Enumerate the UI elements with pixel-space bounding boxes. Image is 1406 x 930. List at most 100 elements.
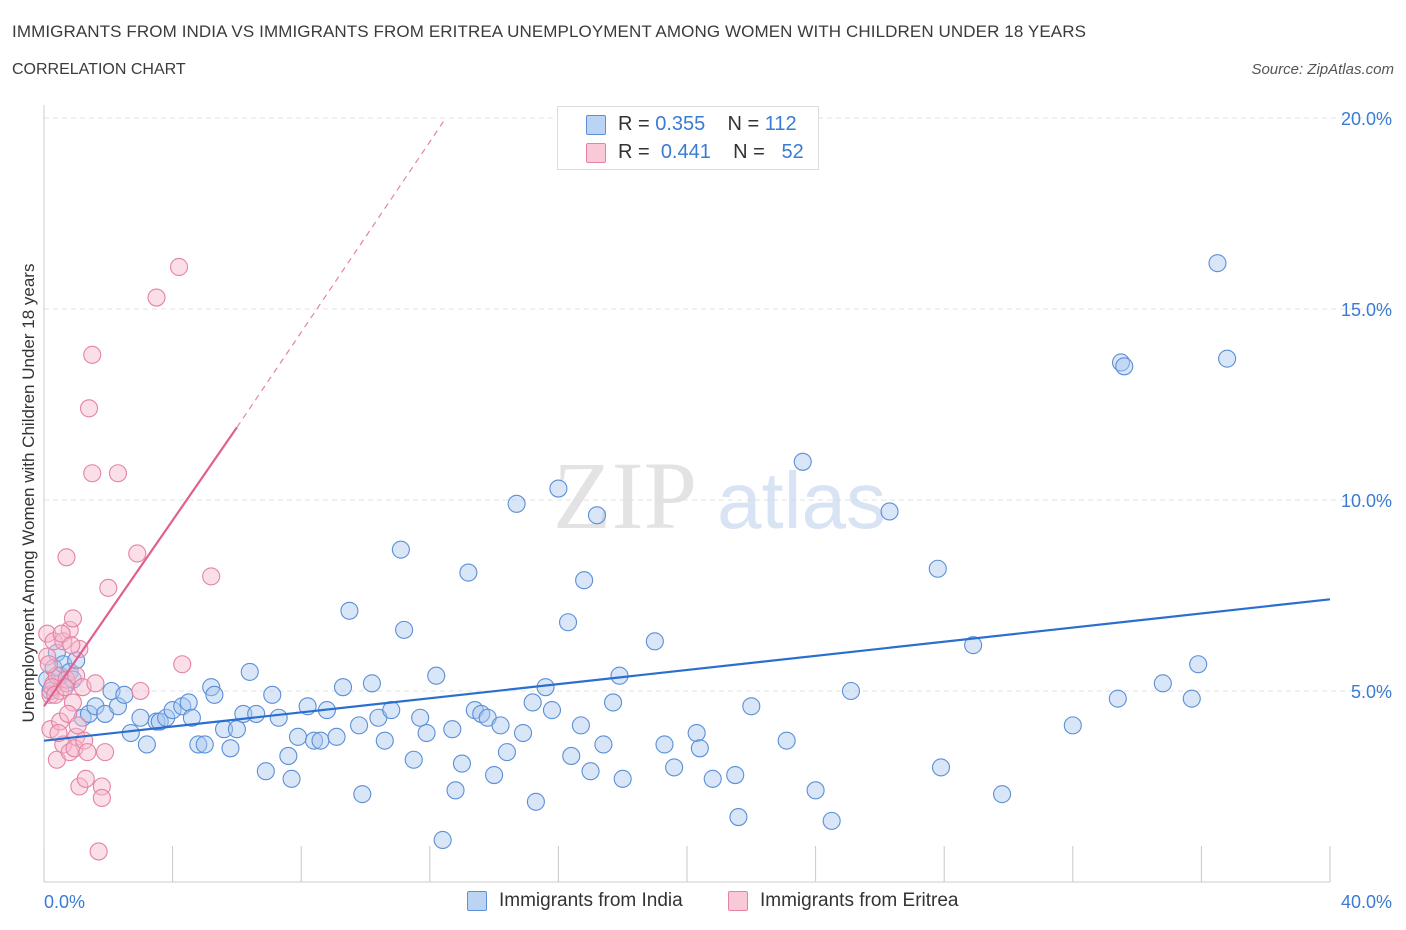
- india-point: [729, 808, 748, 827]
- india-point: [726, 765, 745, 785]
- india-point: [1182, 689, 1201, 708]
- y-tick-label: 5.0%: [1351, 682, 1392, 702]
- india-point: [452, 754, 472, 773]
- india-point: [189, 735, 208, 754]
- india-point: [485, 765, 504, 785]
- india-point: [1218, 349, 1237, 368]
- eritrea-point: [202, 567, 221, 586]
- x-tick-label-max: 40.0%: [1341, 892, 1392, 912]
- india-point: [79, 704, 99, 723]
- eritrea-point: [78, 743, 97, 762]
- axes: [43, 105, 1331, 883]
- india-point: [163, 701, 182, 720]
- x-tick-label-min: 0.0%: [44, 892, 85, 912]
- india-point: [353, 785, 372, 804]
- india-point: [279, 746, 298, 765]
- india-point: [964, 636, 983, 655]
- india-point: [459, 563, 478, 582]
- bottom-legend-swatch-eritrea: [728, 891, 748, 911]
- eritrea-point: [173, 655, 192, 674]
- eritrea-point: [57, 548, 76, 567]
- india-point: [446, 781, 465, 800]
- india-point: [575, 571, 594, 590]
- bottom-legend-swatch-india: [467, 891, 487, 911]
- india-point: [350, 716, 369, 735]
- india-point: [931, 758, 951, 777]
- india-point: [247, 704, 266, 723]
- india-point: [1108, 689, 1127, 708]
- india-point: [1189, 655, 1208, 674]
- india-point: [86, 697, 105, 716]
- india-point: [240, 662, 259, 681]
- india-point: [375, 731, 394, 750]
- series-india-points: [38, 254, 1237, 850]
- india-point: [822, 811, 841, 830]
- bottom-legend-india-label: Immigrants from India: [499, 890, 683, 911]
- eritrea-point: [63, 609, 82, 628]
- india-point: [263, 685, 282, 704]
- india-point: [523, 693, 542, 712]
- india-point: [404, 750, 423, 769]
- eritrea-point: [57, 670, 76, 689]
- india-point: [433, 830, 452, 850]
- india-point: [703, 769, 722, 788]
- eritrea-point: [96, 743, 115, 762]
- india-point: [427, 666, 446, 685]
- india-point: [108, 697, 127, 716]
- eritrea-trend-line: [43, 426, 238, 707]
- india-point: [558, 613, 578, 632]
- source-credit: Source: ZipAtlas.com: [1251, 61, 1394, 78]
- eritrea-point: [62, 636, 81, 655]
- eritrea-point: [38, 624, 57, 643]
- india-point: [333, 678, 353, 697]
- chart-title: IMMIGRANTS FROM INDIA VS IMMIGRANTS FROM…: [12, 22, 1087, 41]
- india-point: [1208, 254, 1227, 273]
- india-point: [340, 601, 359, 620]
- watermark-zip: ZIP: [553, 442, 697, 549]
- india-point: [1153, 674, 1172, 693]
- india-point: [806, 781, 825, 800]
- india-point: [581, 762, 600, 781]
- india-point: [362, 674, 381, 693]
- eritrea-point: [86, 674, 105, 693]
- india-trend-line: [43, 598, 1331, 742]
- india-point: [282, 769, 301, 788]
- y-tick-label: 20.0%: [1341, 109, 1392, 129]
- india-point: [269, 708, 288, 727]
- legend-swatch-india: [586, 115, 606, 135]
- eritrea-point: [83, 345, 102, 364]
- india-point: [526, 792, 545, 811]
- watermark: ZIP atlas: [553, 442, 886, 549]
- eritrea-point: [99, 578, 118, 597]
- tick-labels: 5.0% 10.0% 15.0% 20.0% 0.0% 40.0%: [44, 109, 1392, 912]
- india-point: [549, 479, 568, 498]
- india-point: [562, 746, 581, 765]
- india-point: [587, 506, 607, 525]
- eritrea-point: [79, 399, 99, 418]
- india-point: [613, 769, 632, 788]
- legend-swatch-eritrea: [586, 143, 606, 163]
- india-point: [131, 708, 150, 727]
- legend-eritrea-n-value: 52: [781, 141, 804, 163]
- india-point: [227, 720, 246, 739]
- india-point: [655, 735, 674, 754]
- y-tick-label: 10.0%: [1341, 491, 1392, 511]
- eritrea-point: [89, 842, 108, 861]
- legend-eritrea-r-value: 0.441: [660, 141, 711, 163]
- y-axis-label: Unemployment Among Women with Children U…: [19, 264, 38, 723]
- eritrea-point: [67, 666, 86, 685]
- india-point: [305, 731, 324, 750]
- india-point: [777, 731, 796, 750]
- india-point: [137, 735, 156, 754]
- eritrea-point: [76, 769, 95, 788]
- india-point: [311, 731, 330, 750]
- india-point: [327, 727, 346, 746]
- eritrea-point: [70, 777, 89, 796]
- eritrea-point: [147, 288, 166, 307]
- india-point: [690, 739, 709, 758]
- trend-lines: [43, 117, 1331, 742]
- india-point: [417, 723, 436, 743]
- legend-india-r-label: R =: [618, 113, 650, 135]
- india-point: [513, 723, 533, 743]
